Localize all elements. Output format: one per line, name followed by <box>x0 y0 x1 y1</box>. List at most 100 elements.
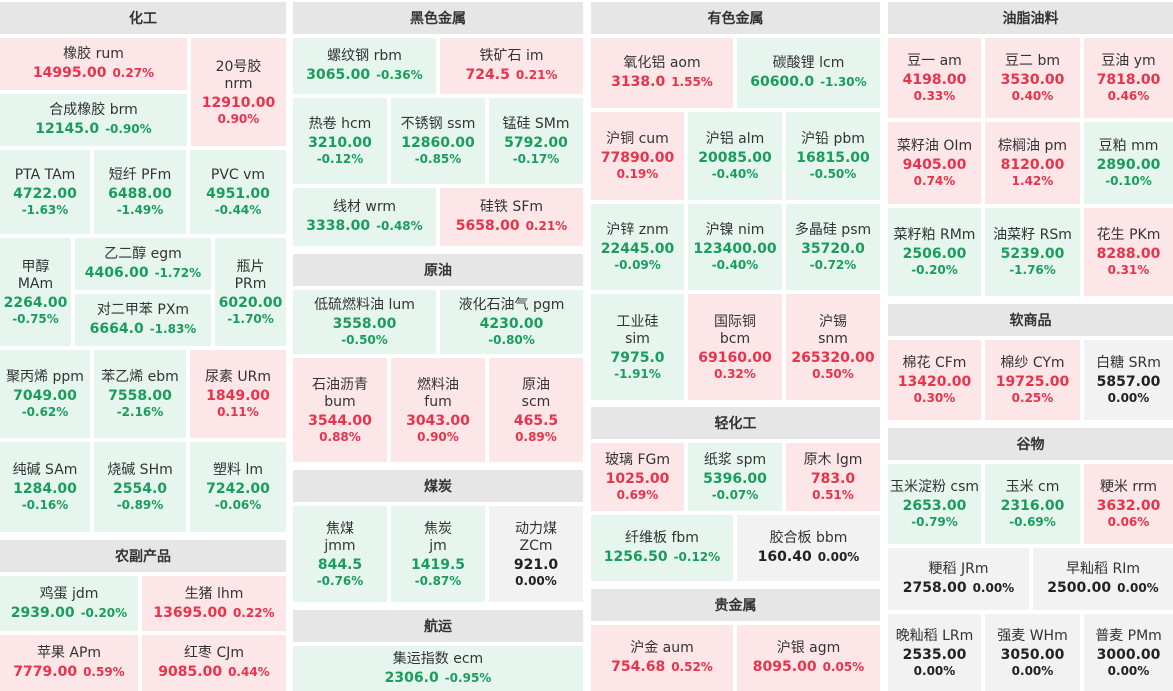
contract-tile[interactable]: PTA TAm 4722.00 -1.63% <box>0 150 90 234</box>
contract-price: 265320.00 <box>791 349 875 366</box>
contract-name: 原油 <box>522 376 550 393</box>
contract-tile[interactable]: 橡胶 rum 14995.00 0.27% <box>0 38 187 90</box>
contract-tile[interactable]: 尿素 URm 1849.00 0.11% <box>190 350 286 438</box>
contract-tile[interactable]: 不锈钢 ssm 12860.00 -0.85% <box>391 98 485 184</box>
contract-tile[interactable]: 线材 wrm 3338.00 -0.48% <box>293 188 436 246</box>
contract-tile[interactable]: 多晶硅 psm 35720.0 -0.72% <box>786 204 880 290</box>
contract-tile[interactable]: 锰硅 SMm 5792.00 -0.17% <box>489 98 583 184</box>
contract-tile[interactable]: 甲醇 MAm 2264.00 -0.75% <box>0 238 71 346</box>
contract-price: 3338.00 <box>306 218 371 234</box>
contract-tile[interactable]: 螺纹钢 rbm 3065.00 -0.36% <box>293 38 436 94</box>
contract-tile[interactable]: 燃料油 fum 3043.00 0.90% <box>391 358 485 462</box>
contract-name: 鸡蛋 jdm <box>39 585 99 602</box>
contract-tile[interactable]: 普麦 PMm 3000.00 0.00% <box>1084 614 1173 691</box>
contract-change: -0.20% <box>911 263 958 277</box>
contract-tile[interactable]: 苹果 APm 7779.00 0.59% <box>0 635 138 691</box>
contract-tile[interactable]: 短纤 PFm 6488.00 -1.49% <box>94 150 186 234</box>
contract-tile[interactable]: 铁矿石 im 724.5 0.21% <box>440 38 583 94</box>
contract-tile[interactable]: 动力煤 ZCm 921.0 0.00% <box>489 506 583 602</box>
contract-price: 2653.00 <box>902 498 967 514</box>
section-header: 有色金属 <box>591 2 880 34</box>
contract-tile[interactable]: 沪金 aum 754.68 0.52% <box>591 625 733 691</box>
contract-name: 氧化铝 aom <box>623 55 701 71</box>
contract-tile[interactable]: 粳米 rrm 3632.00 0.06% <box>1084 464 1173 544</box>
contract-tile[interactable]: 棉花 CFm 13420.00 0.30% <box>888 340 981 420</box>
contract-tile[interactable]: 棉纱 CYm 19725.00 0.25% <box>985 340 1080 420</box>
contract-tile[interactable]: 液化石油气 pgm 4230.00 -0.80% <box>440 290 583 354</box>
contract-change: 0.11% <box>217 405 259 419</box>
contract-tile[interactable]: 沪铜 cum 77890.00 0.19% <box>591 112 684 200</box>
contract-tile[interactable]: 沪银 agm 8095.00 0.05% <box>737 625 880 691</box>
contract-tile[interactable]: 沪镍 nim 123400.00 -0.40% <box>688 204 782 290</box>
contract-tile[interactable]: 沪铅 pbm 16815.00 -0.50% <box>786 112 880 200</box>
contract-tile[interactable]: 原木 lgm 783.0 0.51% <box>786 443 880 511</box>
contract-price: 14995.00 <box>32 65 107 81</box>
contract-tile[interactable]: 集运指数 ecm 2306.0 -0.95% <box>293 646 583 691</box>
contract-tile[interactable]: 焦炭 jm 1419.5 -0.87% <box>391 506 485 602</box>
contract-tile[interactable]: 国际铜 bcm 69160.00 0.32% <box>688 294 782 400</box>
contract-tile[interactable]: 生猪 lhm 13695.00 0.22% <box>142 576 286 631</box>
contract-tile[interactable]: 白糖 SRm 5857.00 0.00% <box>1084 340 1173 420</box>
contract-tile[interactable]: 强麦 WHm 3050.00 0.00% <box>985 614 1080 691</box>
contract-price: 9405.00 <box>902 157 967 173</box>
contract-tile[interactable]: 工业硅 sim 7975.0 -1.91% <box>591 294 684 400</box>
contract-tile[interactable]: 豆二 bm 3530.00 0.40% <box>985 38 1080 118</box>
contract-tile[interactable]: 棕榈油 pm 8120.00 1.42% <box>985 122 1080 204</box>
contract-tile[interactable]: 胶合板 bbm 160.40 0.00% <box>737 515 880 581</box>
contract-tile[interactable]: 原油 scm 465.5 0.89% <box>489 358 583 462</box>
contract-tile[interactable]: 苯乙烯 ebm 7558.00 -2.16% <box>94 350 186 438</box>
contract-tile[interactable]: 玻璃 FGm 1025.00 0.69% <box>591 443 684 511</box>
contract-name: ZCm <box>519 537 553 554</box>
contract-tile[interactable]: 对二甲苯 PXm 6664.0 -1.83% <box>75 294 211 346</box>
contract-name: 纤维板 fbm <box>625 530 699 546</box>
contract-change: 0.40% <box>1011 89 1054 103</box>
contract-name: 生猪 lhm <box>184 585 244 602</box>
contract-tile[interactable]: 低硫燃料油 lum 3558.00 -0.50% <box>293 290 436 354</box>
contract-name: 沪金 aum <box>630 640 694 656</box>
contract-price: 2506.00 <box>902 246 967 262</box>
contract-tile[interactable]: 氧化铝 aom 3138.0 1.55% <box>591 38 733 108</box>
contract-tile[interactable]: 早籼稻 RIm 2500.00 0.00% <box>1033 548 1173 610</box>
contract-tile[interactable]: 烧碱 SHm 2554.0 -0.89% <box>94 442 186 532</box>
contract-tile[interactable]: 沪锡 snm 265320.00 0.50% <box>786 294 880 400</box>
contract-tile[interactable]: 石油沥青 bum 3544.00 0.88% <box>293 358 387 462</box>
contract-tile[interactable]: 晚籼稻 LRm 2535.00 0.00% <box>888 614 981 691</box>
contract-tile[interactable]: 豆油 ym 7818.00 0.46% <box>1084 38 1173 118</box>
contract-name: 低硫燃料油 lum <box>314 297 415 313</box>
contract-name: PRm <box>234 275 267 292</box>
contract-tile[interactable]: 热卷 hcm 3210.00 -0.12% <box>293 98 387 184</box>
contract-tile[interactable]: 瓶片 PRm 6020.00 -1.70% <box>215 238 286 346</box>
contract-tile[interactable]: 碳酸锂 lcm 60600.0 -1.30% <box>737 38 880 108</box>
contract-tile[interactable]: 玉米 cm 2316.00 -0.69% <box>985 464 1080 544</box>
contract-tile[interactable]: 豆粕 mm 2890.00 -0.10% <box>1084 122 1173 204</box>
contract-tile[interactable]: 油菜籽 RSm 5239.00 -1.76% <box>985 208 1080 296</box>
contract-tile[interactable]: PVC vm 4951.00 -0.44% <box>190 150 286 234</box>
contract-tile[interactable]: 纯碱 SAm 1284.00 -0.16% <box>0 442 90 532</box>
contract-tile[interactable]: 菜籽粕 RMm 2506.00 -0.20% <box>888 208 981 296</box>
contract-tile[interactable]: 红枣 CJm 9085.00 0.44% <box>142 635 286 691</box>
contract-tile[interactable]: 焦煤 jmm 844.5 -0.76% <box>293 506 387 602</box>
contract-change: -1.83% <box>149 322 197 336</box>
contract-tile[interactable]: 硅铁 SFm 5658.00 0.21% <box>440 188 583 246</box>
contract-tile[interactable]: 粳稻 JRm 2758.00 0.00% <box>888 548 1029 610</box>
contract-tile[interactable]: 塑料 lm 7242.00 -0.06% <box>190 442 286 532</box>
contract-price: 4406.00 <box>84 265 149 281</box>
section-header: 软商品 <box>888 304 1173 336</box>
contract-tile[interactable]: 花生 PKm 8288.00 0.31% <box>1084 208 1173 296</box>
contract-tile[interactable]: 玉米淀粉 csm 2653.00 -0.79% <box>888 464 981 544</box>
contract-tile[interactable]: 乙二醇 egm 4406.00 -1.72% <box>75 238 211 290</box>
contract-tile[interactable]: 20号胶 nrm 12910.00 0.90% <box>191 38 286 146</box>
contract-tile[interactable]: 合成橡胶 brm 12145.0 -0.90% <box>0 94 187 146</box>
contract-tile[interactable]: 纸浆 spm 5396.00 -0.07% <box>688 443 782 511</box>
contract-tile[interactable]: 菜籽油 OIm 9405.00 0.74% <box>888 122 981 204</box>
contract-tile[interactable]: 沪锌 znm 22445.00 -0.09% <box>591 204 684 290</box>
contract-change: -0.12% <box>673 550 721 564</box>
contract-tile[interactable]: 豆一 am 4198.00 0.33% <box>888 38 981 118</box>
contract-change: 0.22% <box>232 605 275 620</box>
contract-tile[interactable]: 鸡蛋 jdm 2939.00 -0.20% <box>0 576 138 631</box>
contract-tile[interactable]: 纤维板 fbm 1256.50 -0.12% <box>591 515 733 581</box>
contract-tile[interactable]: 沪铝 alm 20085.00 -0.40% <box>688 112 782 200</box>
contract-tile[interactable]: 聚丙烯 ppm 7049.00 -0.62% <box>0 350 90 438</box>
section-header: 航运 <box>293 610 583 642</box>
contract-change: 0.00% <box>1107 391 1150 405</box>
